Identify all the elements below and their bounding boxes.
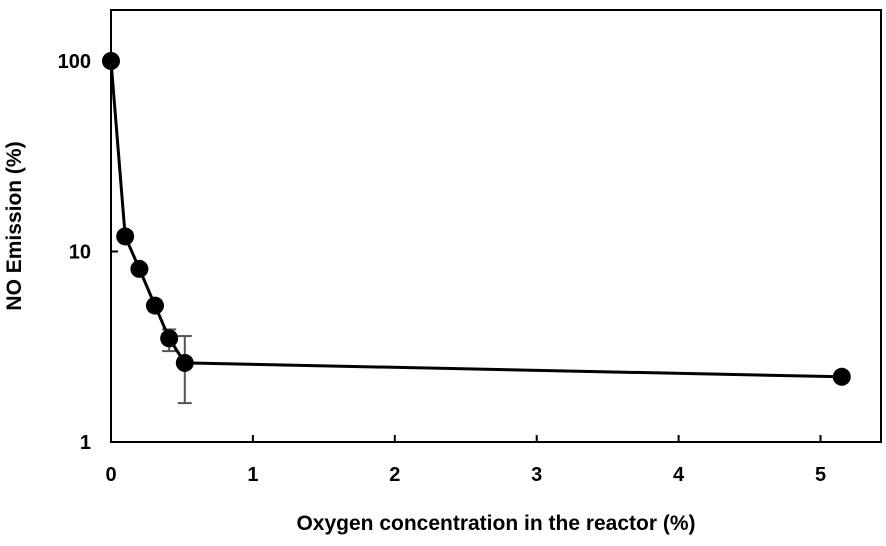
y-tick-label: 10: [69, 242, 91, 264]
y-axis-title: NO Emission (%): [3, 141, 26, 310]
data-point: [116, 227, 135, 246]
x-tick-label: 3: [531, 464, 542, 486]
series-lines: [109, 60, 842, 379]
data-point: [175, 353, 194, 372]
x-axis-ticks: 0 1 2 3 4 5: [105, 435, 826, 486]
data-point: [145, 296, 164, 315]
y-axis-ticks: 1 10 100: [58, 51, 118, 454]
data-point: [102, 52, 120, 70]
x-tick-label: 1: [247, 464, 258, 486]
series-markers: [102, 52, 851, 386]
x-tick-label: 5: [815, 464, 826, 486]
y-tick-label: 1: [80, 432, 91, 454]
data-point: [832, 367, 851, 386]
data-point: [160, 329, 179, 348]
y-tick-label: 100: [58, 51, 91, 73]
plot-frame: [110, 9, 882, 443]
x-tick-label: 2: [389, 464, 400, 486]
x-axis-title: Oxygen concentration in the reactor (%): [296, 512, 695, 535]
series-line: [109, 60, 842, 379]
data-point: [130, 259, 149, 278]
x-tick-label: 0: [105, 464, 116, 486]
x-tick-label: 4: [673, 464, 685, 486]
